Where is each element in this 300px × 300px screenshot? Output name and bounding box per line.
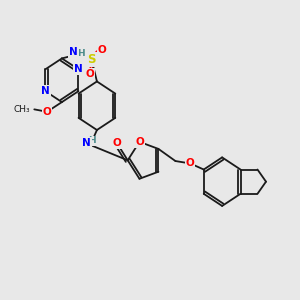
Text: N: N bbox=[82, 138, 91, 148]
Text: S: S bbox=[87, 53, 96, 66]
Text: O: O bbox=[98, 45, 106, 55]
Text: H: H bbox=[88, 136, 95, 146]
Text: N: N bbox=[74, 64, 83, 74]
Text: H: H bbox=[77, 49, 85, 58]
Text: O: O bbox=[135, 137, 144, 147]
Text: O: O bbox=[85, 69, 94, 79]
Text: O: O bbox=[186, 158, 195, 169]
Text: N: N bbox=[41, 86, 50, 96]
Text: O: O bbox=[113, 138, 122, 148]
Text: O: O bbox=[43, 107, 51, 117]
Text: CH₃: CH₃ bbox=[14, 105, 30, 114]
Text: N: N bbox=[69, 47, 78, 57]
